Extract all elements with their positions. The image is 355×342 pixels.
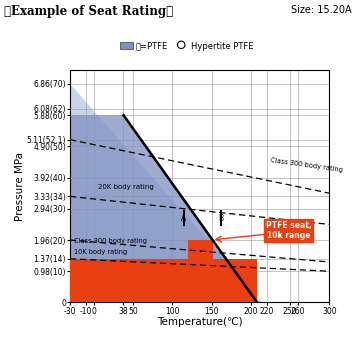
Text: 【Example of Seat Rating】: 【Example of Seat Rating】 [4, 5, 173, 18]
Y-axis label: Pressure MPa: Pressure MPa [15, 152, 25, 221]
X-axis label: Temperature(℃): Temperature(℃) [157, 317, 242, 327]
Text: Size: 15.20A: Size: 15.20A [291, 5, 351, 15]
Text: Class 300 body rating: Class 300 body rating [74, 238, 147, 244]
Polygon shape [70, 240, 257, 302]
Text: B: B [218, 213, 224, 223]
Text: 10K body rating: 10K body rating [74, 249, 127, 255]
Text: Class 300 body rating: Class 300 body rating [271, 157, 344, 173]
Legend: Ⓐ=PTFE, Hypertite PTFE: Ⓐ=PTFE, Hypertite PTFE [120, 41, 253, 51]
Text: PTFE seat,
10k range: PTFE seat, 10k range [266, 221, 311, 240]
Polygon shape [70, 115, 257, 302]
Text: 20K body rating: 20K body rating [98, 184, 153, 190]
Polygon shape [70, 84, 263, 302]
Text: A: A [181, 213, 187, 223]
